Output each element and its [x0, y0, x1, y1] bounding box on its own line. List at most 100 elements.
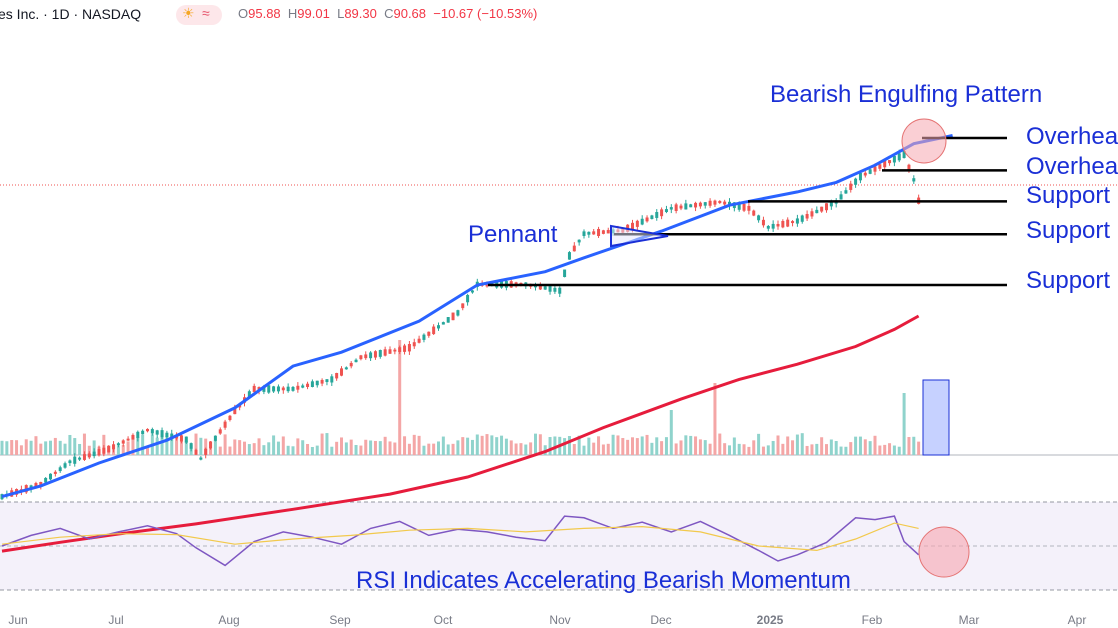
- volume-bar: [243, 441, 246, 455]
- volume-bar: [752, 440, 756, 455]
- volume-bar: [786, 436, 790, 455]
- volume-bar: [92, 440, 96, 455]
- low-value: 89.30: [344, 6, 377, 21]
- volume-bar: [495, 437, 499, 455]
- candle-body: [155, 430, 159, 435]
- candle-body: [466, 294, 470, 303]
- volume-bar: [888, 443, 892, 455]
- volume-bar: [732, 437, 736, 455]
- candle-body: [39, 482, 43, 486]
- rsi-annotation: RSI Indicates Accelerating Bearish Momen…: [356, 567, 851, 594]
- volume-bar: [839, 446, 843, 455]
- candle-body: [553, 287, 557, 292]
- volume-bar: [849, 442, 853, 455]
- volume-bar: [213, 440, 217, 455]
- sun-icon: ☀: [182, 5, 195, 21]
- volume-bar: [529, 442, 533, 455]
- volume-bar: [597, 436, 601, 455]
- candle-body: [538, 284, 542, 290]
- volume-bar: [44, 441, 48, 455]
- volume-bar: [863, 439, 867, 455]
- volume-bar: [34, 436, 38, 455]
- volume-bar: [815, 443, 819, 455]
- volume-bar: [422, 445, 426, 455]
- volume-bar: [354, 444, 358, 455]
- candle-body: [829, 202, 833, 207]
- x-tick-label: Aug: [218, 613, 239, 627]
- volume-bar: [771, 440, 775, 455]
- volume-bar: [378, 441, 382, 455]
- volume-bar: [102, 434, 106, 455]
- volume-bar: [679, 440, 683, 455]
- volume-bar: [417, 435, 421, 455]
- volume-bar: [883, 444, 887, 455]
- candle-body: [858, 172, 862, 181]
- volume-bar: [184, 440, 188, 455]
- low-label: L: [337, 6, 345, 21]
- indicator-badge[interactable]: ☀ ≈: [176, 5, 222, 25]
- volume-bar: [509, 440, 513, 455]
- x-tick-label: Apr: [1068, 613, 1087, 627]
- volume-bar: [437, 441, 440, 455]
- volume-bar: [364, 439, 368, 455]
- candle-body: [403, 345, 407, 352]
- volume-bar: [344, 442, 348, 455]
- candle-body: [116, 443, 120, 446]
- candle-body: [44, 477, 48, 483]
- volume-bar: [412, 434, 416, 455]
- candle-body: [213, 435, 217, 441]
- volume-bar: [228, 446, 232, 455]
- candle-body: [567, 252, 571, 260]
- candle-body: [854, 178, 858, 185]
- volume-bar: [330, 446, 334, 455]
- candle-body: [276, 386, 280, 392]
- volume-bar: [703, 440, 707, 455]
- candle-body: [407, 344, 411, 352]
- candle-body: [330, 376, 334, 383]
- volume-bar: [810, 444, 814, 455]
- candle-body: [233, 408, 237, 415]
- candle-body: [723, 201, 727, 205]
- volume-bar: [567, 435, 571, 455]
- volume-bar: [514, 443, 518, 455]
- candle-body: [68, 460, 72, 464]
- volume-bar: [281, 436, 285, 455]
- volume-bar: [170, 435, 174, 455]
- candle-body: [771, 223, 775, 229]
- volume-bar: [805, 445, 809, 455]
- candle-body: [63, 463, 67, 468]
- candle-body: [708, 200, 712, 206]
- volume-bar: [684, 435, 688, 455]
- bearish-engulfing-label: Bearish Engulfing Pattern: [770, 81, 1042, 108]
- volume-bar: [834, 441, 838, 455]
- candle-body: [863, 172, 867, 176]
- candle-body: [698, 202, 702, 207]
- candle-body: [631, 222, 634, 230]
- candle-body: [209, 441, 213, 449]
- candle-body: [354, 359, 358, 363]
- open-label: O: [238, 6, 249, 21]
- candle-body: [412, 342, 416, 347]
- volume-bar: [247, 444, 251, 455]
- volume-bar: [73, 438, 77, 455]
- volume-bar: [19, 445, 23, 455]
- candle-body: [800, 215, 804, 222]
- candle-body: [247, 391, 251, 398]
- volume-bar: [320, 433, 324, 455]
- candle-body: [378, 350, 382, 357]
- volume-bar: [708, 443, 712, 455]
- candle-body: [150, 429, 154, 434]
- symbol-title[interactable]: es Inc. · 1D · NASDAQ: [0, 6, 142, 22]
- candle-body: [170, 433, 174, 439]
- candle-body: [892, 155, 896, 163]
- rsi-ma-line: [1, 522, 919, 552]
- volume-bar: [674, 443, 678, 455]
- x-tick-label: Oct: [434, 613, 453, 627]
- volume-bar: [485, 434, 489, 455]
- rsi-circle: [918, 526, 970, 578]
- candle-body: [82, 454, 86, 460]
- volume-bar: [548, 437, 552, 455]
- volume-bar: [829, 439, 833, 455]
- volume-bar: [912, 436, 916, 455]
